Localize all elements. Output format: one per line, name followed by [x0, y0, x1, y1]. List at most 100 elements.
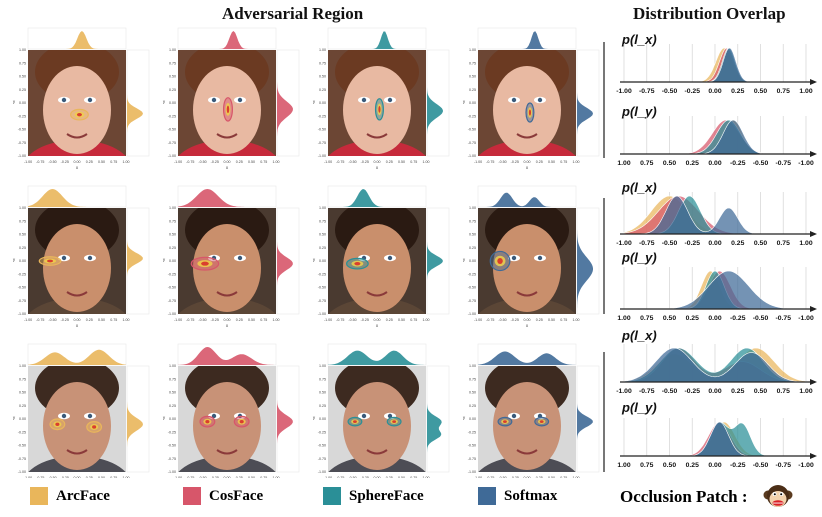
x-tick-label: -0.25: [361, 318, 369, 322]
x-tick-label: -0.50: [198, 318, 206, 322]
left-iris: [361, 97, 367, 103]
y-tick-label: 0.50: [469, 75, 476, 79]
x-tick-label: -1.00: [324, 476, 332, 478]
y-tick-label: -0.75: [18, 299, 26, 303]
heatmap-panel-cosface-row2: -1.00 1.00 -0.75 0.75 -0.50 0.50 -0.25 0.25 0.00…: [163, 185, 300, 328]
y-tick-label: 0.25: [469, 88, 476, 92]
face-photo: [178, 50, 276, 156]
x-tick-label: -0.25: [511, 476, 519, 478]
heatmap-panel-cosface-row3: -1.00 1.00 -0.75 0.75 -0.50 0.50 -0.25 0.25 0.00…: [163, 343, 300, 478]
x-tick-label: -0.50: [348, 476, 356, 478]
x-tick-label: 1.00: [573, 318, 580, 322]
y-tick-label: 1.00: [319, 364, 326, 368]
y-tick-label: -0.25: [468, 114, 476, 118]
y-tick-label: 1.00: [169, 364, 176, 368]
y-tick-label: 0.25: [19, 246, 26, 250]
x-tick-label: -0.50: [498, 476, 506, 478]
x-tick-label: -1.00: [474, 318, 482, 322]
marginal-y-box: [126, 49, 150, 157]
x-tick-label: -0.50: [48, 160, 56, 164]
face-photo: [478, 208, 576, 314]
axis-arrow: [810, 306, 817, 312]
x-axis-label: x: [226, 165, 229, 170]
heatmap-panel-arcface-row1: -1.00 1.00 -0.75 0.75 -0.50 0.50 -0.25 0.25 0.00…: [13, 27, 150, 170]
y-tick-label: 0.50: [319, 233, 326, 237]
y-tick-label: -0.75: [468, 141, 476, 145]
y-tick-label: -0.50: [168, 286, 176, 290]
face-skin: [493, 224, 561, 312]
y-tick-label: -0.75: [168, 457, 176, 461]
heatmap-panel-sphereface-row1: -1.00 1.00 -0.75 0.75 -0.50 0.50 -0.25 0.25 0.00…: [313, 27, 450, 170]
x-tick-label: -1.00: [174, 476, 182, 478]
y-axis-label: y: [463, 257, 466, 262]
marginal-y-density: [427, 366, 442, 472]
y-tick-label: -0.75: [468, 457, 476, 461]
face-skin: [343, 224, 411, 312]
tick-label: -0.75: [776, 462, 792, 469]
heatmap-panel-arcface-row2: -1.00 1.00 -0.75 0.75 -0.50 0.50 -0.25 0.25 0.00…: [13, 185, 150, 328]
tick-label: 1.00: [617, 160, 630, 167]
x-tick-label: 1.00: [423, 318, 430, 322]
x-tick-label: -0.75: [336, 476, 344, 478]
y-axis-label: y: [313, 415, 316, 420]
x-tick-label: 1.00: [123, 160, 130, 164]
y-tick-label: 0.75: [19, 219, 26, 223]
y-tick-label: -0.75: [18, 141, 26, 145]
tick-label: 1.00: [617, 462, 630, 469]
x-tick-label: -0.25: [361, 476, 369, 478]
legend-swatch-arcface: [30, 487, 48, 505]
tick-label: 0.50: [663, 315, 676, 322]
y-axis-label: y: [463, 99, 466, 104]
y-tick-label: -1.00: [18, 154, 26, 158]
tick-label: -0.25: [685, 240, 701, 247]
y-tick-label: -0.75: [18, 457, 26, 461]
x-tick-label: 0.75: [260, 476, 267, 478]
y-tick-label: -0.25: [168, 430, 176, 434]
face-skin: [493, 66, 561, 154]
y-tick-label: -0.25: [168, 272, 176, 276]
heat-peak-1: [239, 419, 244, 424]
right-iris: [537, 255, 543, 261]
legend-softmax: Softmax: [478, 487, 557, 505]
mouth: [366, 133, 388, 139]
x-tick-label: 1.00: [423, 160, 430, 164]
adversarial-region-title: Adversarial Region: [222, 4, 364, 23]
tick-label: -1.00: [616, 240, 632, 247]
x-tick-label: -0.75: [336, 160, 344, 164]
tick-label: 1.00: [799, 88, 812, 95]
y-tick-label: -0.50: [468, 444, 476, 448]
tick-label: 0.75: [777, 240, 790, 247]
y-axis-label: y: [13, 415, 16, 420]
x-tick-label: 0.50: [98, 476, 105, 478]
y-tick-label: 0.75: [469, 219, 476, 223]
x-tick-label: -0.25: [61, 476, 69, 478]
x-tick-label: 0.75: [560, 318, 567, 322]
tick-label: -1.00: [798, 462, 814, 469]
distribution-overlap-grid: p(l_x) -1.00 -0.75 -0.50 -0.25 0.00 0.25 0.50 0.…: [616, 32, 817, 469]
marginal-y-density: [427, 208, 443, 314]
x-tick-label: -0.50: [498, 160, 506, 164]
tick-label: 0.00: [708, 240, 721, 247]
y-tick-label: -0.75: [168, 141, 176, 145]
x-tick-label: 0.25: [386, 476, 393, 478]
y-tick-label: 0.25: [169, 88, 176, 92]
tick-label: 0.75: [777, 88, 790, 95]
x-tick-label: 0.00: [524, 318, 531, 322]
x-tick-label: 0.75: [110, 318, 117, 322]
row-separator-1: [603, 42, 605, 158]
x-tick-label: -0.25: [511, 160, 519, 164]
face-skin: [343, 382, 411, 470]
adversarial-heatmap-grid: -1.00 1.00 -0.75 0.75 -0.50 0.50 -0.25 0.25 0.00…: [13, 27, 600, 478]
heat-peak-0: [55, 422, 60, 426]
x-tick-label: -0.25: [211, 160, 219, 164]
distribution-label: p(l_y): [621, 104, 657, 119]
y-tick-label: -1.00: [318, 312, 326, 316]
left-iris: [61, 97, 67, 103]
marginal-y-box: [576, 49, 600, 157]
x-tick-label: -0.50: [498, 318, 506, 322]
y-axis-label: y: [313, 257, 316, 262]
x-tick-label: 0.00: [224, 476, 231, 478]
face-photo: [328, 366, 426, 472]
y-tick-label: 0.50: [169, 391, 176, 395]
distribution-chart-3: p(l_x) -1.00 -0.75 -0.50 -0.25 0.00 0.25 0.50 0.…: [616, 180, 817, 247]
